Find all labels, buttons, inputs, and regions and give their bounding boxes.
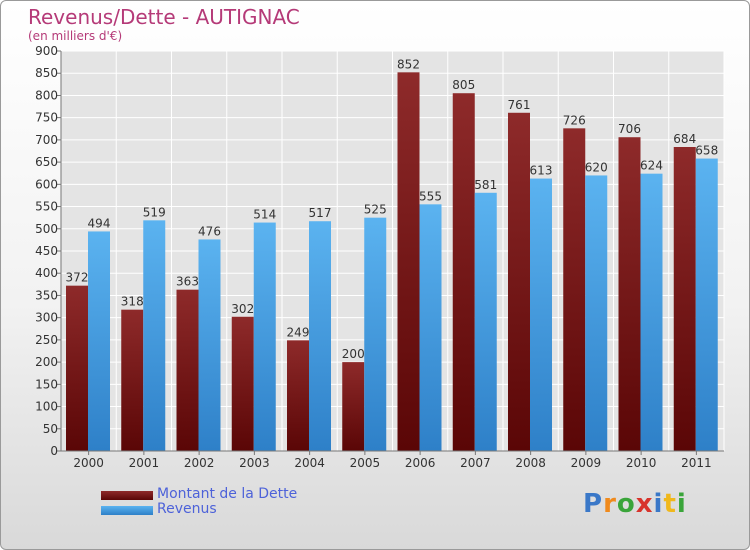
data-label-revenue: 517 — [309, 206, 332, 220]
y-tick-label: 650 — [35, 155, 58, 169]
chart-subtitle: (en milliers d'€) — [28, 29, 123, 43]
data-label-debt: 249 — [287, 325, 310, 339]
data-label-revenue: 494 — [88, 216, 111, 230]
data-label-revenue: 514 — [253, 208, 276, 222]
x-tick-label: 2001 — [129, 456, 160, 470]
legend-label-revenue: Revenus — [157, 501, 217, 517]
x-tick-label: 2007 — [460, 456, 491, 470]
bar-revenue — [198, 239, 221, 451]
x-tick-label: 2005 — [350, 456, 381, 470]
logo-letter: i — [653, 489, 664, 519]
y-tick-label: 600 — [35, 177, 58, 191]
bar-debt — [397, 72, 420, 451]
data-label-debt: 805 — [452, 78, 475, 92]
bar-debt — [508, 112, 530, 452]
y-tick-label: 200 — [35, 355, 58, 369]
x-tick-label: 2010 — [626, 456, 657, 470]
x-tick-label: 2008 — [515, 456, 546, 470]
y-tick-label: 50 — [43, 422, 58, 436]
data-label-debt: 761 — [508, 98, 531, 112]
y-tick-label: 450 — [35, 244, 58, 258]
bar-debt — [618, 137, 641, 451]
x-tick-label: 2000 — [73, 456, 104, 470]
chart-title: Revenus/Dette - AUTIGNAC — [28, 5, 300, 29]
x-tick-label: 2006 — [405, 456, 436, 470]
bar-debt — [231, 316, 254, 451]
y-tick-label: 100 — [35, 400, 58, 414]
y-tick-label: 150 — [35, 377, 58, 391]
y-tick-label: 550 — [35, 200, 58, 214]
bar-revenue — [253, 222, 276, 451]
data-label-debt: 852 — [397, 57, 420, 71]
logo-letter: P — [583, 489, 604, 519]
bar-revenue — [309, 221, 331, 451]
y-tick-label: 250 — [35, 333, 58, 347]
bar-revenue — [695, 158, 718, 452]
data-label-debt: 200 — [342, 347, 365, 361]
bar-revenue — [640, 173, 663, 451]
x-tick-label: 2002 — [184, 456, 215, 470]
data-label-revenue: 525 — [364, 203, 387, 217]
data-label-debt: 302 — [231, 302, 254, 316]
data-label-revenue: 476 — [198, 224, 221, 238]
data-label-debt: 318 — [121, 295, 144, 309]
logo-letter: t — [663, 489, 677, 519]
data-label-debt: 706 — [618, 122, 641, 136]
bar-debt — [121, 309, 144, 451]
y-tick-label: 300 — [35, 311, 58, 325]
data-label-debt: 684 — [673, 132, 696, 146]
y-tick-label: 700 — [35, 133, 58, 147]
data-label-revenue: 658 — [695, 144, 718, 158]
logo-letter: x — [635, 489, 654, 519]
data-label-revenue: 613 — [530, 164, 553, 178]
bar-revenue — [364, 217, 387, 451]
data-label-debt: 726 — [563, 113, 586, 127]
y-tick-label: 750 — [35, 111, 58, 125]
bar-debt — [452, 93, 475, 451]
data-label-debt: 363 — [176, 275, 199, 289]
bar-revenue — [88, 231, 110, 451]
y-tick-label: 350 — [35, 288, 58, 302]
x-tick-label: 2011 — [681, 456, 712, 470]
legend-swatch-revenue — [101, 506, 153, 515]
y-tick-label: 0 — [50, 444, 58, 458]
proxiti-logo: Proxiti — [583, 489, 687, 519]
data-label-revenue: 519 — [143, 205, 166, 219]
legend-label-debt: Montant de la Dette — [157, 486, 298, 502]
y-tick-label: 400 — [35, 266, 58, 280]
x-tick-label: 2009 — [571, 456, 602, 470]
data-label-debt: 372 — [66, 271, 89, 285]
logo-letter: r — [603, 489, 617, 519]
bar-debt — [287, 340, 309, 451]
bar-debt — [66, 285, 88, 451]
data-label-revenue: 620 — [585, 160, 608, 174]
logo-letter: o — [616, 489, 636, 519]
legend-swatch-debt — [101, 491, 153, 500]
y-tick-label: 850 — [35, 66, 58, 80]
bar-revenue — [530, 178, 552, 452]
y-tick-label: 800 — [35, 88, 58, 102]
x-tick-label: 2003 — [239, 456, 270, 470]
bar-revenue — [419, 204, 442, 451]
data-label-revenue: 581 — [474, 178, 497, 192]
x-tick-label: 2004 — [294, 456, 325, 470]
bar-revenue — [474, 192, 497, 451]
y-tick-label: 500 — [35, 222, 58, 236]
bar-debt — [563, 128, 586, 451]
bar-debt — [176, 289, 199, 451]
logo-letter: i — [676, 489, 687, 519]
bar-debt — [342, 362, 365, 451]
data-label-revenue: 624 — [640, 159, 663, 173]
bar-revenue — [585, 175, 608, 451]
data-label-revenue: 555 — [419, 189, 442, 203]
y-tick-label: 900 — [35, 44, 58, 58]
bar-debt — [673, 147, 696, 451]
bar-revenue — [143, 220, 166, 451]
